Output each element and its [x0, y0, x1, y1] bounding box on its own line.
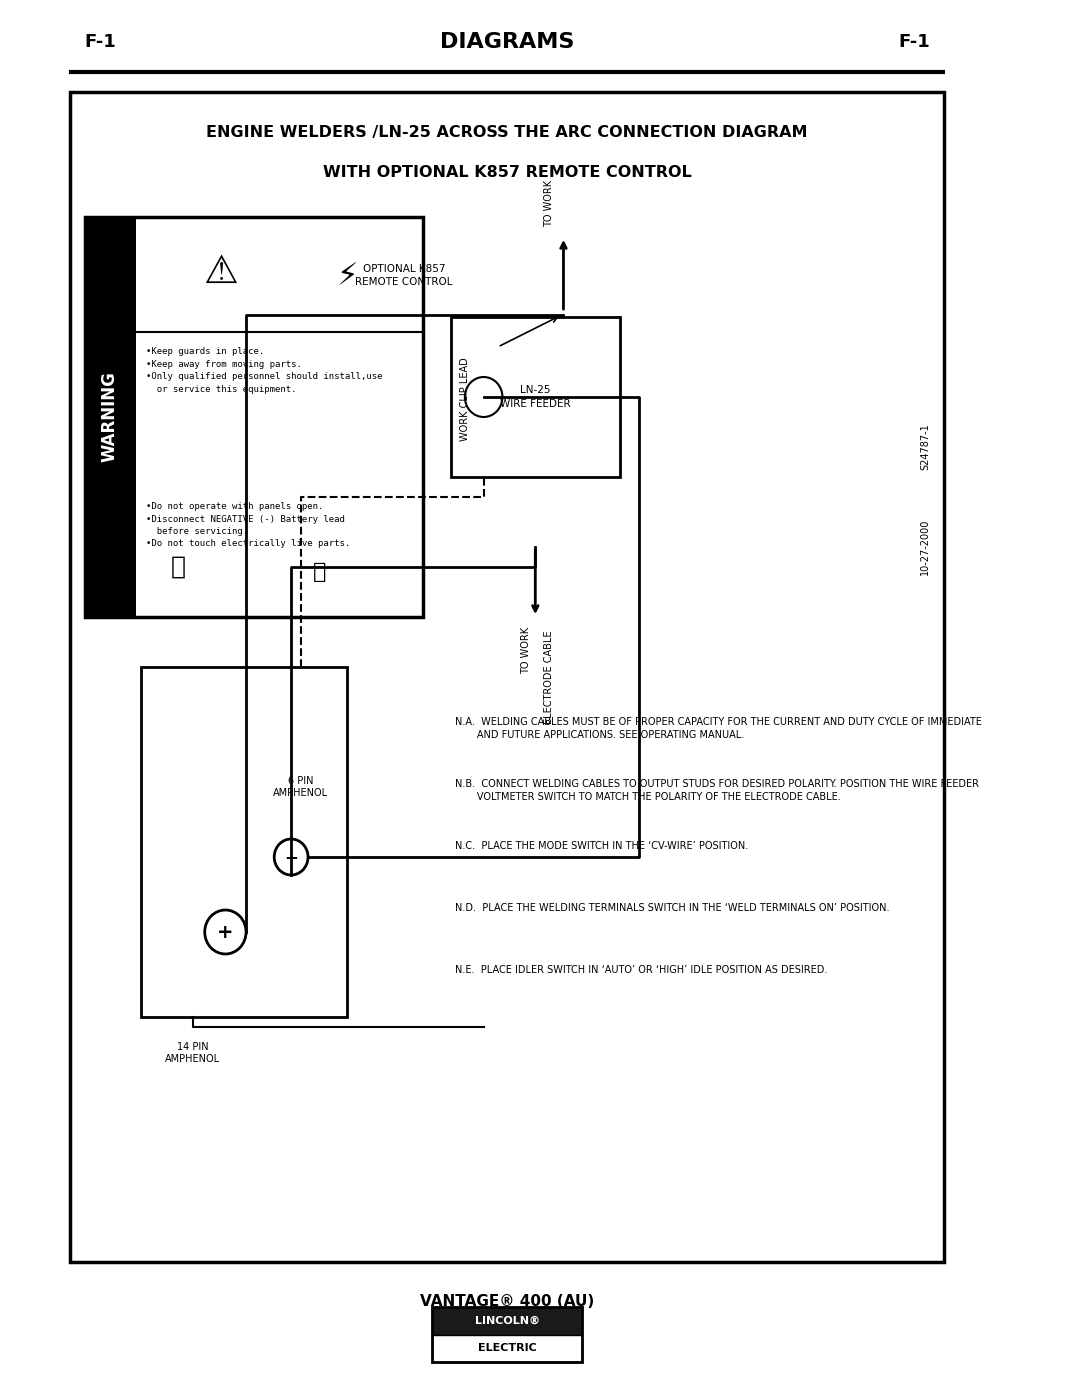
Text: •Keep guards in place.
•Keep away from moving parts.
•Only qualified personnel s: •Keep guards in place. •Keep away from m…	[146, 346, 382, 394]
Bar	[140, 666, 348, 1017]
Text: 💥: 💥	[312, 562, 326, 583]
Text: ELECTRIC: ELECTRIC	[477, 1344, 537, 1354]
Text: ⚡: ⚡	[337, 263, 359, 292]
Bar	[450, 317, 620, 476]
Text: F-1: F-1	[897, 34, 930, 52]
Text: ELECTRODE CABLE: ELECTRODE CABLE	[544, 630, 554, 724]
Text: 6 PIN
AMPHENOL: 6 PIN AMPHENOL	[273, 775, 328, 798]
Text: TO WORK: TO WORK	[521, 627, 531, 675]
Text: •Do not operate with panels open.
•Disconnect NEGATIVE (-) Battery lead
  before: •Do not operate with panels open. •Disco…	[146, 502, 350, 549]
Text: F-1: F-1	[84, 34, 117, 52]
Text: 10-27-2000: 10-27-2000	[920, 518, 930, 576]
Bar	[432, 1308, 582, 1362]
Text: 14 PIN
AMPHENOL: 14 PIN AMPHENOL	[165, 1042, 220, 1065]
Bar	[84, 217, 422, 617]
Text: N.A.  WELDING CABLES MUST BE OF PROPER CAPACITY FOR THE CURRENT AND DUTY CYCLE O: N.A. WELDING CABLES MUST BE OF PROPER CA…	[456, 717, 983, 740]
Text: N.D.  PLACE THE WELDING TERMINALS SWITCH IN THE ‘WELD TERMINALS ON’ POSITION.: N.D. PLACE THE WELDING TERMINALS SWITCH …	[456, 902, 890, 914]
Text: ENGINE WELDERS /LN-25 ACROSS THE ARC CONNECTION DIAGRAM: ENGINE WELDERS /LN-25 ACROSS THE ARC CON…	[206, 124, 808, 140]
Text: TO WORK: TO WORK	[544, 180, 554, 226]
Text: WARNING: WARNING	[100, 372, 119, 462]
Bar	[432, 1308, 582, 1334]
Bar	[432, 1334, 582, 1362]
Text: VANTAGE® 400 (AU): VANTAGE® 400 (AU)	[420, 1295, 594, 1309]
Text: +: +	[217, 922, 233, 942]
Text: WITH OPTIONAL K857 REMOTE CONTROL: WITH OPTIONAL K857 REMOTE CONTROL	[323, 165, 691, 179]
Text: N.E.  PLACE IDLER SWITCH IN ‘AUTO’ OR ‘HIGH’ IDLE POSITION AS DESIRED.: N.E. PLACE IDLER SWITCH IN ‘AUTO’ OR ‘HI…	[456, 965, 828, 975]
Text: N.C.  PLACE THE MODE SWITCH IN THE ‘CV-WIRE’ POSITION.: N.C. PLACE THE MODE SWITCH IN THE ‘CV-WI…	[456, 841, 748, 851]
Text: OPTIONAL K857
REMOTE CONTROL: OPTIONAL K857 REMOTE CONTROL	[355, 264, 453, 286]
Text: −: −	[284, 848, 298, 866]
Text: LN-25
WIRE FEEDER: LN-25 WIRE FEEDER	[500, 386, 570, 408]
Text: ⚠: ⚠	[203, 253, 238, 291]
Bar	[84, 217, 136, 617]
Text: WORK CLIP LEAD: WORK CLIP LEAD	[460, 358, 470, 440]
Text: 🔧: 🔧	[171, 555, 186, 578]
Bar	[70, 92, 944, 1261]
Text: N.B.  CONNECT WELDING CABLES TO OUTPUT STUDS FOR DESIRED POLARITY. POSITION THE : N.B. CONNECT WELDING CABLES TO OUTPUT ST…	[456, 780, 980, 802]
Text: DIAGRAMS: DIAGRAMS	[440, 32, 575, 52]
Text: S24787-1: S24787-1	[920, 423, 930, 471]
Text: LINCOLN®: LINCOLN®	[474, 1316, 540, 1326]
